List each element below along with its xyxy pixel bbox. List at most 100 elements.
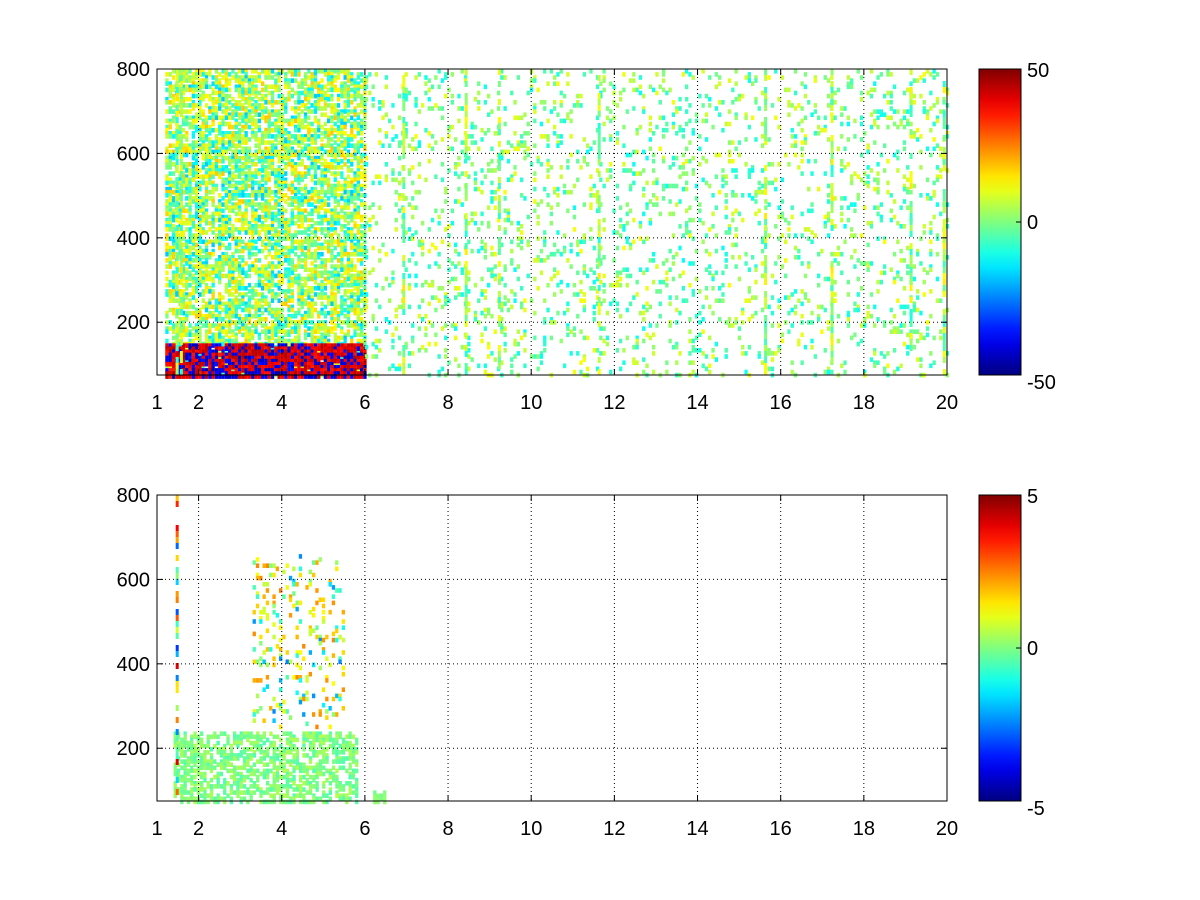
heatmap-cell [261,368,265,373]
heatmap-cell [317,371,321,376]
heatmap-cell [327,230,331,235]
heatmap-cell [330,374,334,379]
heatmap-cell [171,349,176,355]
heatmap-cell [261,112,265,117]
heatmap-cell [397,171,402,176]
heatmap-cell [221,214,225,220]
heatmap-cell [346,282,351,288]
heatmap-cell [214,236,219,241]
heatmap-cell [323,326,327,331]
heatmap-cell [168,289,172,294]
heatmap-cell [280,193,285,198]
heatmap-cell [201,69,205,74]
heatmap-cell [284,355,288,361]
heatmap-cell [218,352,222,358]
heatmap-cell [294,352,298,358]
heatmap-cell [241,180,245,186]
heatmap-cell [300,177,304,183]
heatmap-cell [394,177,398,183]
heatmap-cell [257,75,261,80]
heatmap-cell [208,124,212,130]
heatmap-cell [251,199,255,204]
heatmap-cell [364,248,369,254]
heatmap-cell [254,137,258,142]
heatmap-cell [178,177,182,183]
heatmap-cell [300,118,304,124]
heatmap-cell [336,251,341,257]
heatmap-cell [364,292,369,297]
heatmap-cell [257,224,261,229]
heatmap-cell [234,368,238,373]
heatmap-cell [191,214,195,220]
heatmap-cell [208,69,212,74]
heatmap-cell [270,335,275,341]
heatmap-cell [204,270,209,276]
heatmap-cell [191,358,195,364]
heatmap-cell [343,239,347,245]
heatmap-cell [284,323,288,328]
heatmap-cell [171,279,176,285]
heatmap-cell [350,100,354,105]
heatmap-cell [191,93,195,99]
heatmap-cell [336,239,341,245]
heatmap-cell [307,295,311,300]
heatmap-cell [178,208,182,214]
heatmap-cell [303,267,308,272]
heatmap-cell [388,298,392,303]
heatmap-cell [257,205,261,210]
heatmap-cell [333,69,337,74]
heatmap-cell [336,193,341,198]
heatmap-cell [457,155,461,161]
heatmap-cell [251,205,255,210]
heatmap-cell [185,355,189,361]
heatmap-cell [310,236,314,241]
heatmap-cell [228,174,232,179]
heatmap-cell [330,211,334,217]
heatmap-cell [224,374,228,379]
heatmap-cell [307,217,311,223]
heatmap-cell [204,289,209,294]
heatmap-cell [313,267,318,272]
heatmap-cell [165,352,169,358]
heatmap-cell [214,162,219,167]
heatmap-cell [330,270,334,276]
heatmap-cell [277,310,281,316]
heatmap-cell [168,155,172,161]
heatmap-cell [350,371,354,376]
heatmap-cell [261,361,265,367]
heatmap-cell [340,193,344,198]
heatmap-cell [247,239,252,245]
heatmap-cell [300,109,304,114]
heatmap-cell [363,332,367,338]
heatmap-cell [257,230,261,235]
heatmap-cell [290,326,294,331]
heatmap-cell [350,276,354,282]
heatmap-cell [251,81,255,86]
heatmap-cell [261,214,265,220]
heatmap-cell [330,152,334,158]
heatmap-cell [307,286,311,291]
heatmap-cell [188,220,192,226]
heatmap-cell [234,358,238,364]
heatmap-cell [228,273,232,279]
heatmap-cell [378,174,382,179]
heatmap-cell [327,69,331,74]
heatmap-cell [228,230,232,235]
heatmap-cell [300,140,304,145]
heatmap-cell [356,307,360,313]
heatmap-cell [185,208,189,214]
heatmap-cell [323,261,327,266]
heatmap-cell [270,168,275,173]
heatmap-cell [198,245,202,251]
heatmap-cell [363,168,367,173]
heatmap-cell [218,100,222,105]
heatmap-cell [228,199,232,204]
heatmap-cell [277,371,281,376]
heatmap-cell [181,90,186,96]
heatmap-cell [424,177,428,183]
heatmap-cell [467,239,471,245]
heatmap-cell [231,75,235,80]
heatmap-cell [300,100,304,105]
heatmap-cell [224,245,228,251]
heatmap-cell [356,171,360,176]
